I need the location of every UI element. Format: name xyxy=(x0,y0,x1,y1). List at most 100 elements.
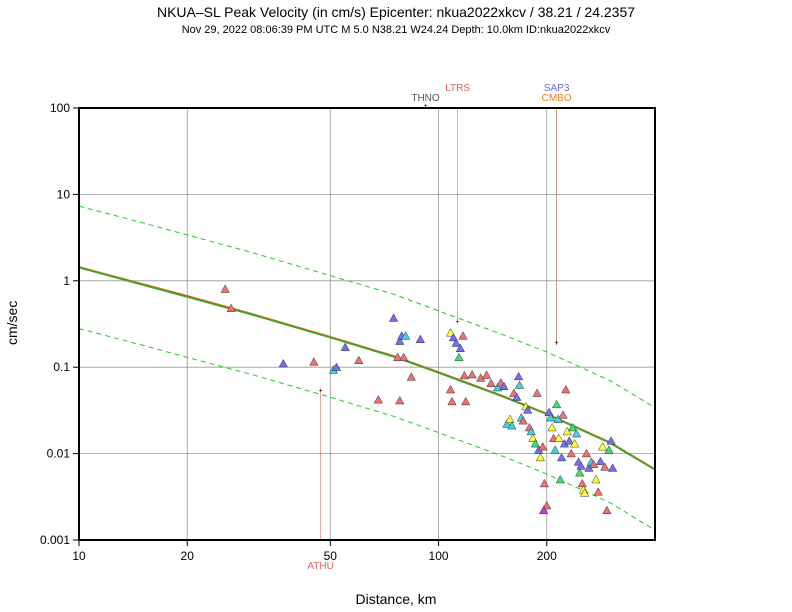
data-point xyxy=(567,422,578,432)
data-point xyxy=(581,448,592,458)
station-label: LTRS xyxy=(445,83,470,94)
data-point xyxy=(571,428,582,438)
data-point xyxy=(591,474,601,484)
data-point xyxy=(550,445,560,454)
data-point xyxy=(459,370,470,380)
data-point xyxy=(354,355,364,364)
data-point xyxy=(547,422,557,432)
chart-subtitle: Nov 29, 2022 08:06:39 PM UTC M 5.0 N38.2… xyxy=(181,24,611,36)
station-plus: + xyxy=(555,340,559,347)
data-point xyxy=(461,396,471,406)
data-point xyxy=(589,459,599,469)
data-point xyxy=(512,392,522,401)
y-tick-label: 1 xyxy=(63,274,70,288)
data-point xyxy=(309,357,319,366)
y-tick-label: 0.1 xyxy=(53,360,70,374)
data-point xyxy=(395,336,405,345)
data-point xyxy=(576,461,586,470)
data-point xyxy=(580,488,590,497)
x-axis-label: Distance, km xyxy=(355,591,437,607)
data-point xyxy=(554,433,564,442)
data-point xyxy=(220,284,230,293)
data-point xyxy=(606,436,616,445)
data-point xyxy=(455,343,465,353)
upper-curve xyxy=(78,205,656,409)
data-point xyxy=(507,421,517,430)
data-point xyxy=(551,399,562,409)
data-point xyxy=(406,372,416,381)
x-tick-label: 10 xyxy=(72,549,86,563)
data-point xyxy=(373,395,383,404)
axis-ticks: 10 20 50 100 200 0.001 0.01 0.1 1 10 100 xyxy=(40,101,557,563)
data-point xyxy=(454,352,464,361)
data-point xyxy=(399,352,409,361)
data-point xyxy=(553,414,563,423)
data-point xyxy=(526,426,536,436)
data-point xyxy=(493,382,503,392)
data-point xyxy=(593,487,603,496)
y-tick-label: 10 xyxy=(57,187,71,201)
x-tick-label: 20 xyxy=(181,549,195,563)
data-point xyxy=(445,384,456,394)
data-point xyxy=(451,338,461,347)
data-point xyxy=(518,416,528,425)
data-point xyxy=(564,436,574,445)
data-point xyxy=(513,371,524,381)
data-point xyxy=(595,456,606,466)
data-point xyxy=(278,358,288,368)
data-point xyxy=(575,468,585,477)
station-plus: + xyxy=(423,103,427,110)
data-point xyxy=(538,442,548,451)
data-point xyxy=(340,342,350,351)
data-point xyxy=(331,362,342,371)
data-point xyxy=(566,448,576,458)
data-point xyxy=(602,505,612,515)
data-point xyxy=(401,331,411,340)
data-point xyxy=(447,396,457,406)
station-plus: + xyxy=(319,388,323,395)
data-point xyxy=(535,452,546,462)
attenuation-curves xyxy=(78,205,656,531)
data-point xyxy=(481,370,492,379)
y-tick-label: 0.01 xyxy=(47,447,71,461)
data-point xyxy=(557,452,567,462)
x-tick-label: 50 xyxy=(324,549,338,563)
data-point xyxy=(600,462,610,471)
y-tick-label: 100 xyxy=(50,101,70,115)
data-point xyxy=(608,463,618,472)
data-point xyxy=(569,439,580,448)
y-axis-label: cm/sec xyxy=(4,300,20,345)
data-point xyxy=(577,478,587,488)
data-point xyxy=(395,395,405,405)
station-label: SAP3 xyxy=(544,83,570,94)
x-tick-label: 100 xyxy=(429,549,449,563)
data-point xyxy=(561,384,571,394)
lower-curve xyxy=(78,328,656,531)
data-point xyxy=(523,405,533,414)
station-marker-lines: +++++ xyxy=(319,103,559,540)
data-point xyxy=(604,445,614,454)
data-point xyxy=(538,505,549,515)
data-point xyxy=(555,474,565,484)
station-label: CMBO xyxy=(542,93,572,104)
chart-title: NKUA–SL Peak Velocity (in cm/s) Epicente… xyxy=(156,4,636,20)
data-point xyxy=(448,332,459,342)
data-point xyxy=(532,388,542,397)
data-point xyxy=(226,303,236,312)
data-point xyxy=(486,378,496,387)
data-point xyxy=(505,414,515,423)
data-point xyxy=(393,352,403,361)
data-point xyxy=(415,334,425,343)
station-label: THNO xyxy=(411,93,440,104)
data-point xyxy=(530,439,541,448)
data-point xyxy=(544,407,554,416)
data-point xyxy=(388,313,399,322)
y-tick-label: 0.001 xyxy=(40,533,70,547)
data-point xyxy=(458,331,468,340)
data-points xyxy=(220,284,618,515)
plot-frame xyxy=(78,107,656,541)
data-point xyxy=(558,410,568,419)
data-point xyxy=(502,419,512,428)
data-point xyxy=(542,500,552,510)
